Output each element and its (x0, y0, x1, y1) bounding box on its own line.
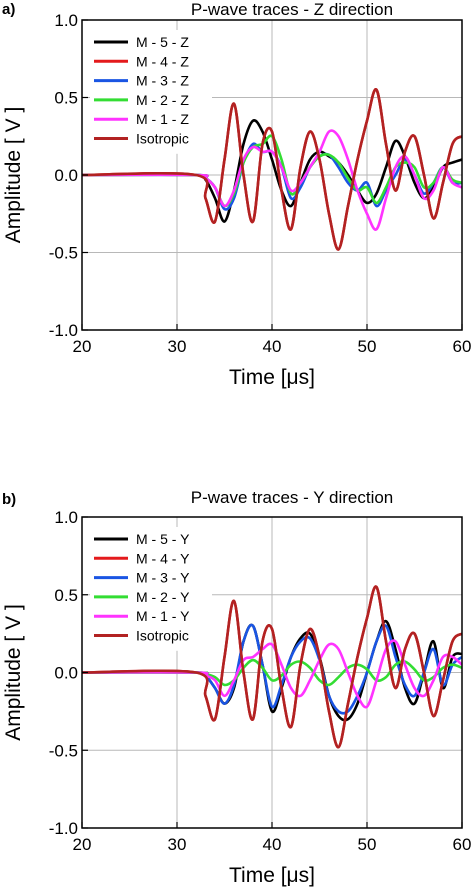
panel-a-x-tick-label: 60 (453, 337, 472, 356)
panel-b-series-line-6 (82, 585, 462, 749)
panel-b-legend-label-6: Isotropic (136, 628, 189, 644)
panel-a-x-tick-label: 40 (263, 337, 282, 356)
panel-b-y-tick-label: 0.0 (54, 664, 78, 683)
panel-b-x-tick-label: 60 (453, 835, 472, 854)
panel-a-x-tick-label: 50 (358, 337, 377, 356)
panel-a-legend-label-6: Isotropic (136, 131, 189, 147)
panel-b-y-axis-label: Amplitude [ V ] (2, 604, 25, 741)
panel-b-title: P-wave traces - Y direction (191, 488, 394, 507)
panel-a-x-tick-label: 30 (168, 337, 187, 356)
panel-a-series-line-5 (82, 129, 462, 231)
panel-a-x-axis-label: Time [μs] (229, 366, 315, 389)
panel-b-x-axis-label: Time [μs] (229, 864, 315, 887)
panel-b-label: b) (2, 491, 16, 508)
panel-b-y-tick-label: -1.0 (49, 819, 78, 838)
panel-b-series (82, 585, 462, 749)
panel-b-series-line-4 (82, 658, 462, 687)
panel-a-y-axis-label: Amplitude [ V ] (2, 107, 25, 244)
panel-a-legend-box (90, 30, 212, 154)
panel-a-label: a) (2, 1, 15, 18)
panel-a: a) P-wave traces - Z direction 20 30 40 50 60 1… (2, 0, 471, 389)
panel-b-y-tick-label: 1.0 (54, 508, 78, 527)
panel-b-series-line-5 (82, 639, 462, 709)
panel-b-legend-label-4: M - 2 - Y (136, 589, 190, 605)
panel-b-legend-label-5: M - 1 - Y (136, 608, 190, 624)
panel-a-series-line-6 (82, 88, 462, 251)
panel-a-legend-label-4: M - 2 - Z (136, 92, 189, 108)
panel-b-legend-box (90, 527, 212, 651)
panel-a-legend: M - 5 - Z M - 4 - Z M - 3 - Z M - 2 - Z M - … (90, 30, 212, 154)
panel-b-y-tick-label: 0.5 (54, 586, 78, 605)
panel-b-x-tick-label: 20 (73, 835, 92, 854)
panel-b-legend-label-1: M - 5 - Y (136, 531, 190, 547)
panel-b-legend: M - 5 - Y M - 4 - Y M - 3 - Y M - 2 - Y M - … (90, 527, 212, 651)
panel-a-legend-label-1: M - 5 - Z (136, 34, 189, 50)
panel-a-legend-label-3: M - 3 - Z (136, 73, 189, 89)
panel-b-legend-label-2: M - 4 - Y (136, 550, 190, 566)
panel-b-x-tick-label: 30 (168, 835, 187, 854)
panel-a-title: P-wave traces - Z direction (191, 0, 393, 19)
panel-b-y-tick-label: -0.5 (49, 741, 78, 760)
panel-a-y-tick-label: -1.0 (49, 321, 78, 340)
panel-b-legend-label-3: M - 3 - Y (136, 570, 190, 586)
panel-b-x-tick-label: 40 (263, 835, 282, 854)
panel-a-y-tick-label: 0.0 (54, 166, 78, 185)
panel-a-x-tick-label: 20 (73, 337, 92, 356)
panel-a-y-tick-label: 0.5 (54, 89, 78, 108)
panel-b: b) P-wave traces - Y direction 20 30 40 50 60 1… (2, 488, 471, 887)
panel-a-legend-label-5: M - 1 - Z (136, 111, 189, 127)
panel-b-x-tick-label: 50 (358, 835, 377, 854)
panel-a-legend-label-2: M - 4 - Z (136, 53, 189, 69)
panel-a-series (82, 88, 462, 251)
panel-a-y-tick-label: 1.0 (54, 11, 78, 30)
panel-a-y-tick-label: -0.5 (49, 244, 78, 263)
